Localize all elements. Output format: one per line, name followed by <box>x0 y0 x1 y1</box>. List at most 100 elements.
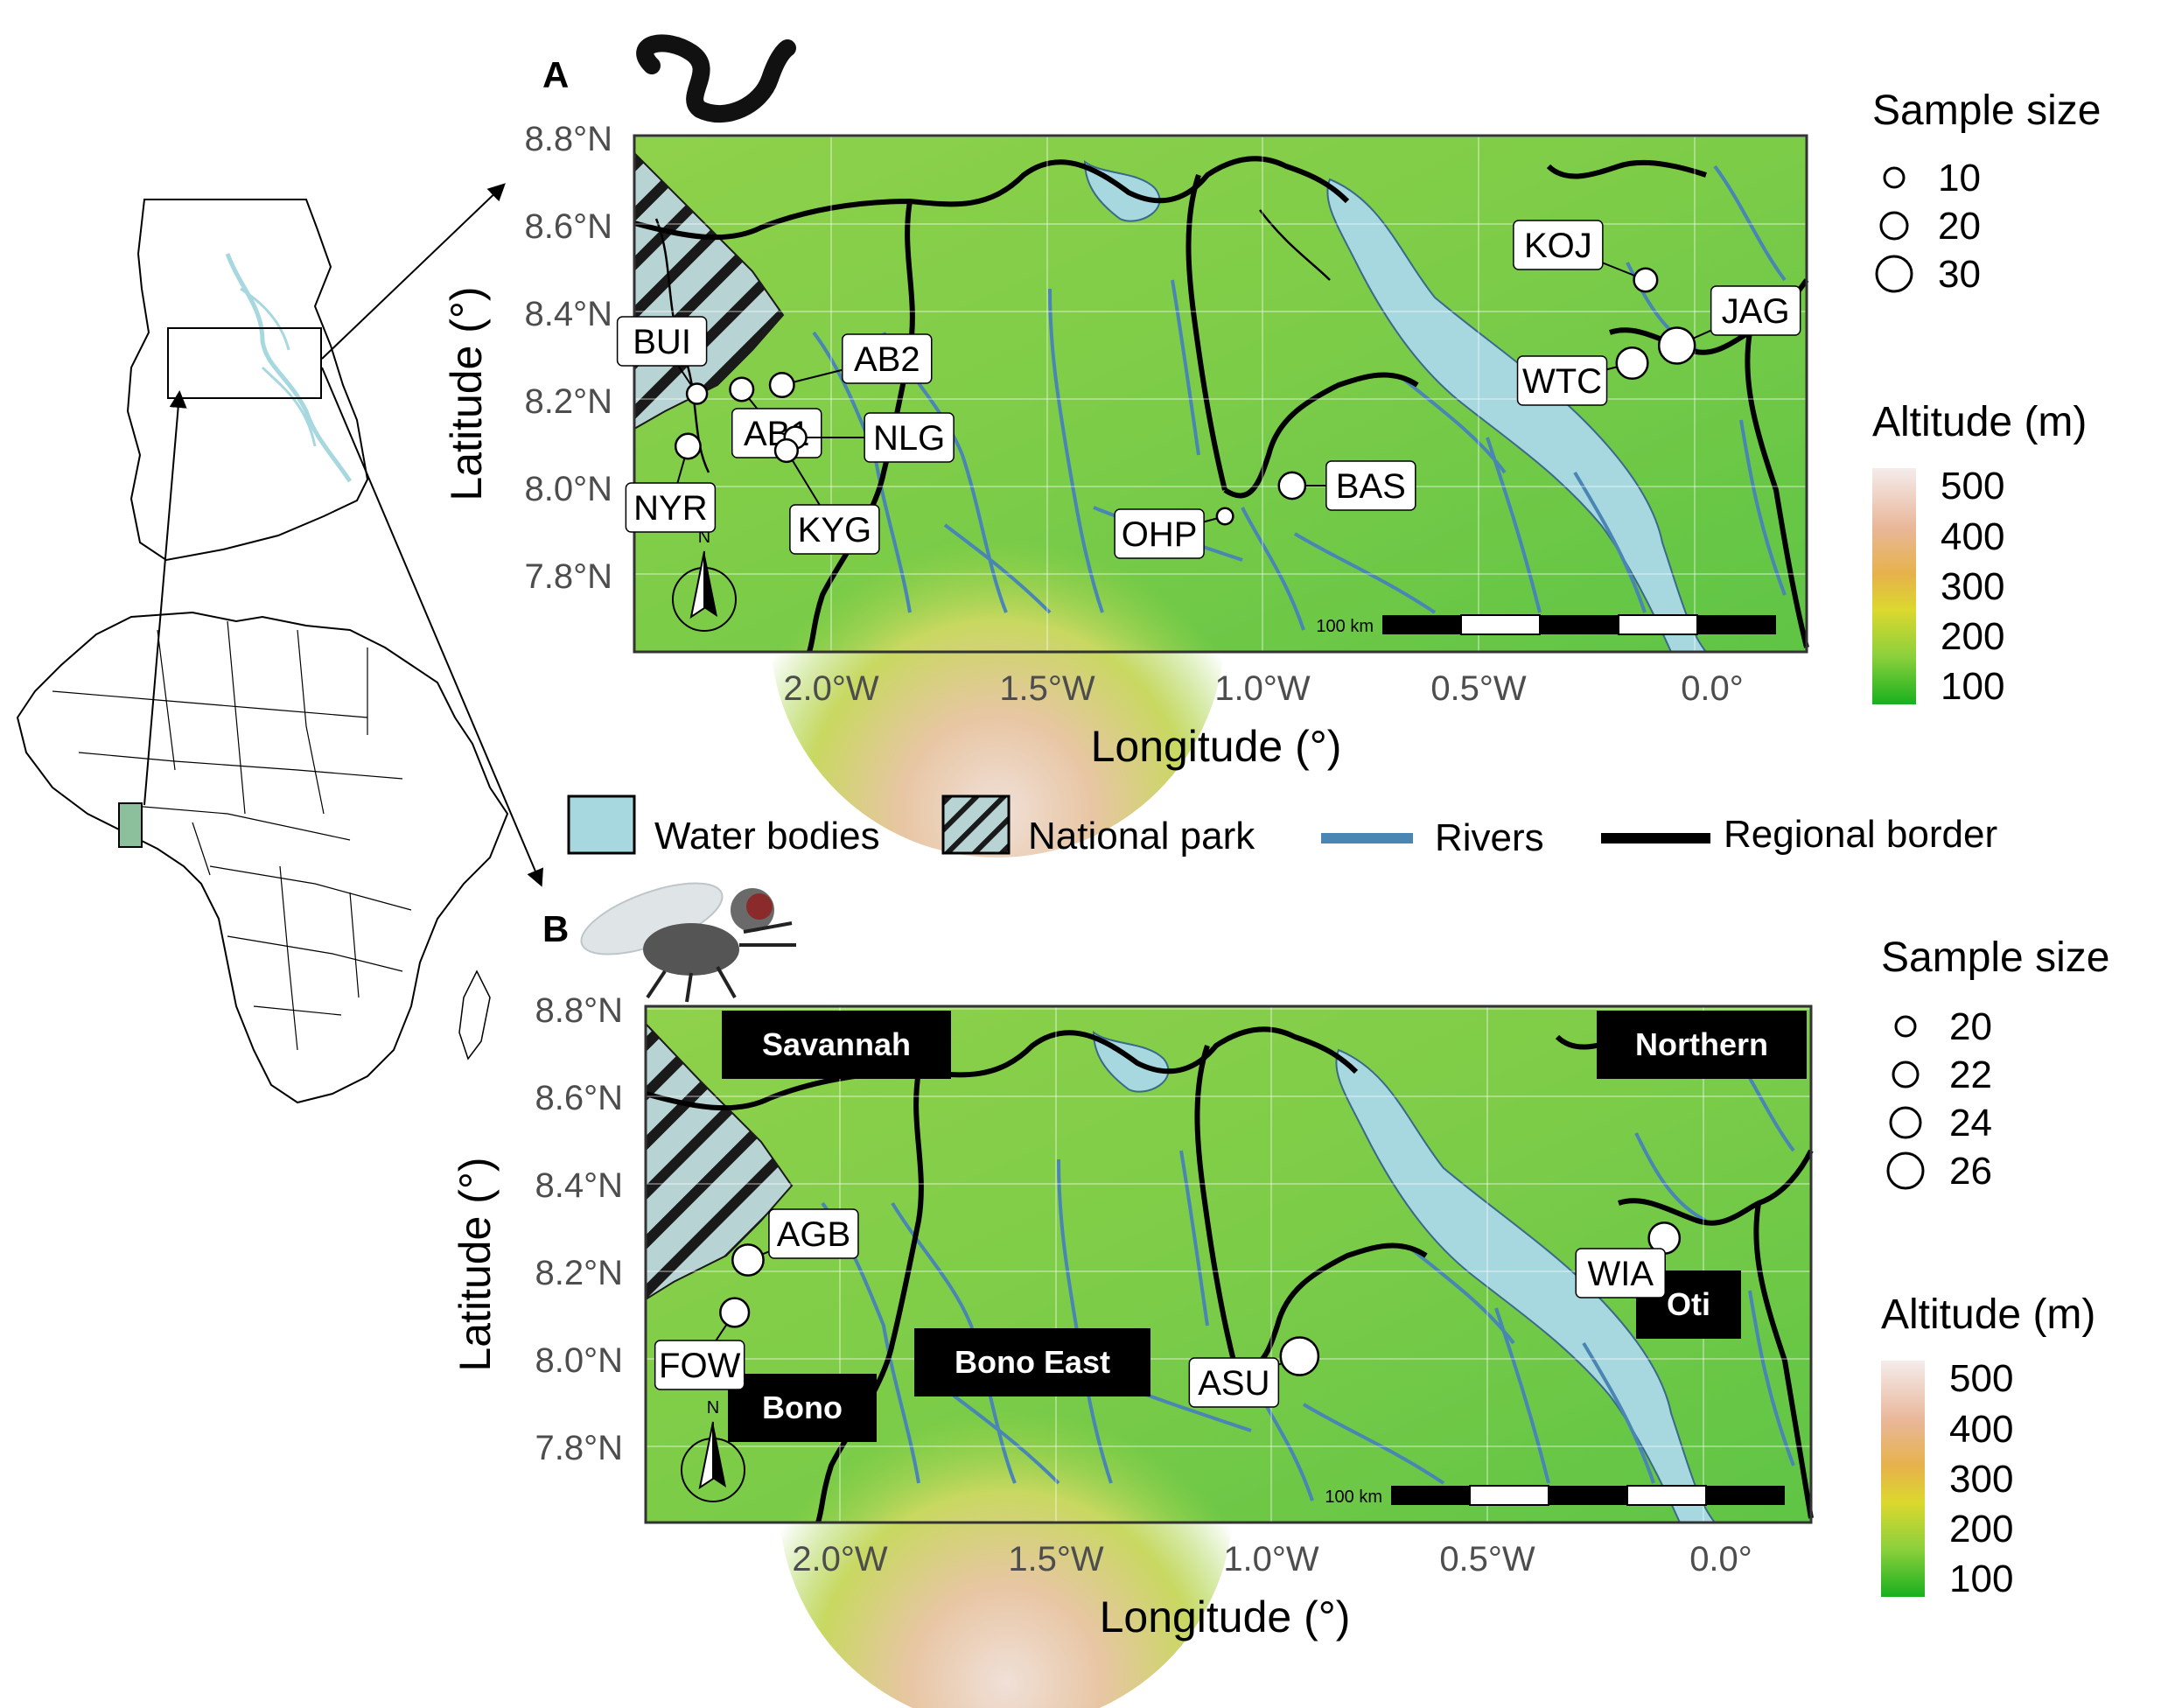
site-label-box <box>1114 508 1205 559</box>
svg-text:2.0°W: 2.0°W <box>792 1540 888 1578</box>
site-label: WTC <box>1522 362 1602 401</box>
svg-text:7.8°N: 7.8°N <box>535 1429 624 1467</box>
svg-text:Savannah: Savannah <box>762 1026 911 1062</box>
svg-text:8.6°N: 8.6°N <box>535 1079 624 1117</box>
site-label-box <box>1575 1248 1666 1298</box>
map-legend: Water bodies National park Rivers Region… <box>567 794 1997 859</box>
svg-text:Bono East: Bono East <box>955 1344 1110 1380</box>
svg-text:200: 200 <box>1941 615 2004 658</box>
region-labels: Savannah Northern Oti Bono East Bono <box>722 1011 1807 1442</box>
africa-inset-map <box>16 611 509 1104</box>
svg-text:Altitude (m): Altitude (m) <box>1881 1292 2095 1338</box>
svg-text:Rivers: Rivers <box>1435 816 1544 859</box>
svg-text:8.6°N: 8.6°N <box>525 207 613 246</box>
panel-a-x-axis: 2.0°W 1.5°W 1.0°W 0.5°W 0.0° Longitude (… <box>783 669 1743 771</box>
site-agb: AGB <box>731 1208 859 1277</box>
svg-text:0.0°: 0.0° <box>1689 1540 1752 1578</box>
svg-text:20: 20 <box>1949 1005 1992 1048</box>
ghana-inset-map <box>126 199 369 562</box>
svg-text:24: 24 <box>1949 1102 1992 1144</box>
svg-text:22: 22 <box>1949 1054 1992 1096</box>
svg-text:8.4°N: 8.4°N <box>525 295 613 333</box>
panel-a-letter: A <box>542 54 569 95</box>
site-label-box <box>1325 460 1416 511</box>
north-arrow-a: N <box>672 528 737 632</box>
graticule <box>634 136 1807 652</box>
svg-text:20: 20 <box>1938 205 1981 248</box>
svg-text:26: 26 <box>1949 1150 1992 1193</box>
site-nyr: NYR <box>625 432 717 533</box>
site-label: KYG <box>798 511 871 550</box>
worm-icon <box>636 34 796 122</box>
panel-a-y-axis: 8.8°N 8.6°N 8.4°N 8.2°N 8.0°N 7.8°N Lati… <box>442 120 612 596</box>
site-label-box <box>789 504 880 555</box>
site-label-box <box>625 482 717 533</box>
site-label-box <box>1188 1357 1280 1408</box>
site-marker <box>674 432 702 460</box>
svg-text:1.5°W: 1.5°W <box>999 669 1095 708</box>
svg-text:N: N <box>707 1398 719 1418</box>
svg-text:0.0°: 0.0° <box>1681 669 1744 708</box>
site-fow: FOW <box>654 1297 751 1390</box>
site-label-box <box>1516 355 1608 406</box>
panel-b-altitude-legend: Altitude (m) 500 400 300 200 100 <box>1881 1292 2095 1600</box>
svg-text:National park: National park <box>1028 815 1255 858</box>
site-label: BUI <box>633 323 691 361</box>
study-area-box <box>167 327 322 399</box>
site-label-box <box>768 1208 859 1259</box>
svg-text:300: 300 <box>1949 1458 2013 1501</box>
site-marker <box>685 382 709 405</box>
svg-text:1.0°W: 1.0°W <box>1214 669 1311 708</box>
svg-text:Sample size: Sample size <box>1881 934 2109 981</box>
panel-b-sample-size-legend: Sample size 20 22 24 26 <box>1881 934 2109 1193</box>
fly-icon <box>580 882 796 1003</box>
inset-arrows <box>143 183 543 887</box>
site-label: AGB <box>777 1215 850 1254</box>
site-marker <box>1633 267 1659 293</box>
svg-text:30: 30 <box>1938 253 1981 296</box>
site-label: NLG <box>873 419 945 458</box>
site-label: WIA <box>1587 1255 1654 1293</box>
svg-text:Latitude (°): Latitude (°) <box>442 286 491 500</box>
national-park <box>645 1021 794 1301</box>
region-label-savannah: Savannah <box>722 1011 951 1079</box>
svg-text:8.4°N: 8.4°N <box>535 1166 624 1205</box>
svg-text:200: 200 <box>1949 1508 2013 1550</box>
svg-text:8.8°N: 8.8°N <box>535 991 624 1030</box>
svg-text:Altitude (m): Altitude (m) <box>1872 399 2087 445</box>
svg-text:8.0°N: 8.0°N <box>535 1341 624 1380</box>
svg-text:8.8°N: 8.8°N <box>525 120 613 158</box>
svg-text:1.0°W: 1.0°W <box>1223 1540 1319 1578</box>
water-swatch <box>567 794 636 855</box>
site-asu: ASU <box>1188 1336 1320 1408</box>
svg-text:7.8°N: 7.8°N <box>525 557 613 596</box>
svg-text:100 km: 100 km <box>1325 1488 1382 1507</box>
site-marker <box>1657 326 1696 365</box>
region-label-northern: Northern <box>1597 1011 1807 1079</box>
site-label-box <box>1513 220 1604 270</box>
site-marker <box>1215 507 1234 526</box>
site-label: KOJ <box>1524 227 1592 265</box>
svg-text:Bono: Bono <box>762 1390 843 1425</box>
site-marker <box>719 1297 751 1328</box>
site-label-box <box>864 412 955 463</box>
site-wtc: WTC <box>1516 346 1649 406</box>
svg-text:0.5°W: 0.5°W <box>1430 669 1527 708</box>
svg-text:0.5°W: 0.5°W <box>1439 1540 1535 1578</box>
site-jag: JAG <box>1657 285 1801 365</box>
site-label: AB2 <box>854 340 920 379</box>
site-label: JAG <box>1722 292 1790 331</box>
svg-text:Longitude (°): Longitude (°) <box>1091 722 1342 771</box>
rivers <box>812 164 1787 631</box>
site-marker <box>1279 1336 1320 1376</box>
site-wia: WIA <box>1575 1222 1682 1298</box>
panel-a-sample-size-legend: Sample size 10 20 30 <box>1872 88 2101 296</box>
scale-bar-a: 100 km <box>1316 614 1776 636</box>
site-label-box <box>1710 285 1801 336</box>
site-marker <box>773 438 799 464</box>
site-nlg: NLG <box>783 412 955 463</box>
site-label-box <box>616 316 708 367</box>
panel-b-letter: B <box>542 908 569 949</box>
site-label: ASU <box>1198 1364 1269 1403</box>
